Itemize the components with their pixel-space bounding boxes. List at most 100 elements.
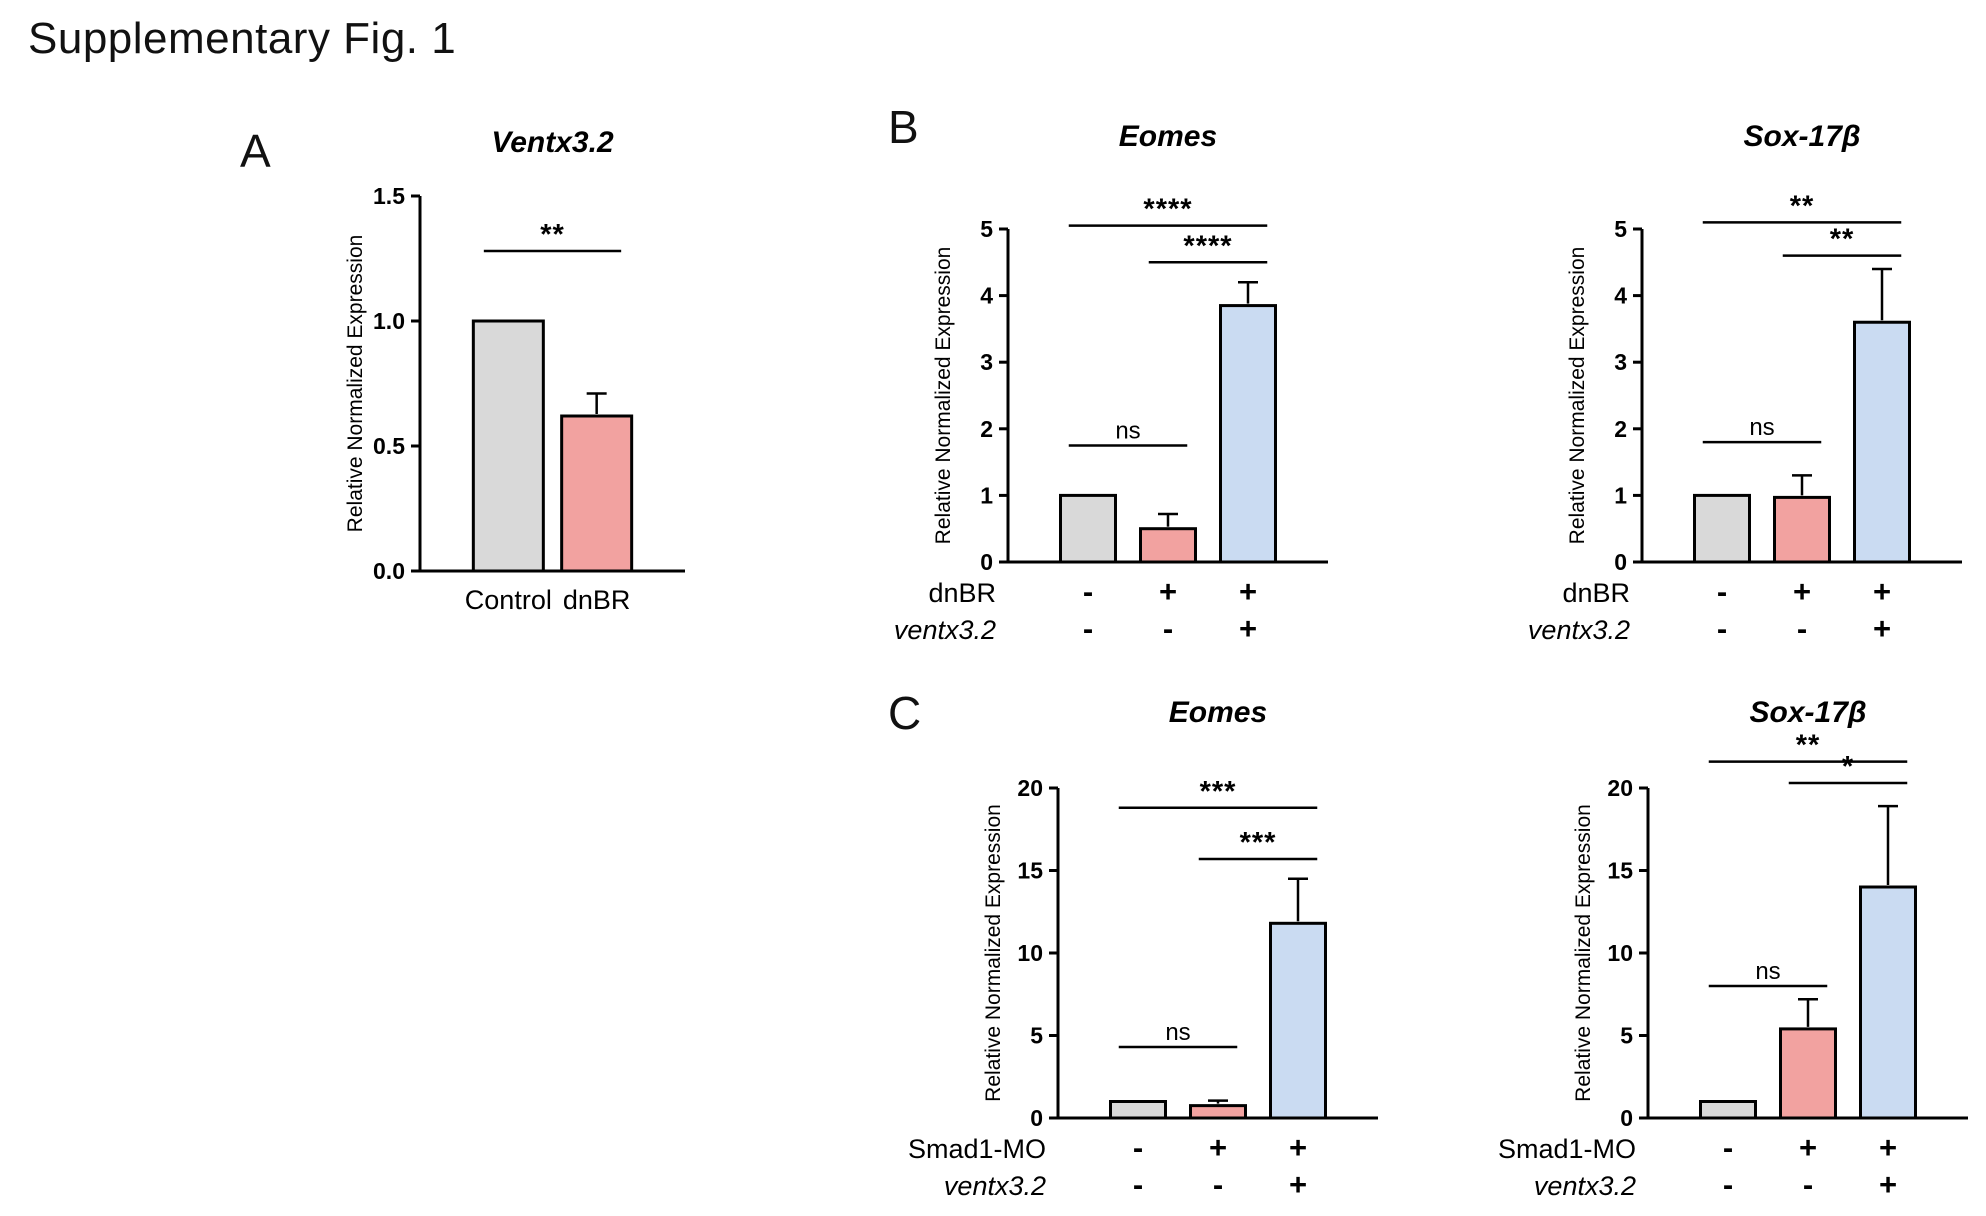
significance-label: ** — [1796, 730, 1821, 762]
y-tick-label: 1.5 — [373, 183, 405, 209]
y-tick-label: 0 — [1614, 549, 1627, 575]
x-row-symbol: + — [1873, 574, 1891, 609]
y-tick-label: 1 — [980, 482, 993, 508]
chart-title: Ventx3.2 — [491, 126, 614, 159]
bar — [560, 414, 634, 573]
bar-chart-svg: Eomes Relative Normalized Expression 0 5 10 1… — [908, 696, 1378, 1202]
y-tick-label: 4 — [980, 283, 993, 309]
significance-label: ns — [1115, 417, 1140, 444]
bar — [1109, 1100, 1167, 1120]
category-label: Control — [465, 585, 552, 615]
panel-label-c: C — [888, 687, 922, 739]
x-row-label: Smad1-MO — [1498, 1134, 1636, 1164]
y-tick-label: 0 — [1620, 1105, 1633, 1131]
chart-c-sox17b: Sox-17β Relative Normalized Expression 0 5 1… — [1498, 688, 1978, 1216]
panel-label-b: B — [888, 101, 919, 153]
x-row-symbol: - — [1083, 611, 1093, 646]
significance-label: *** — [1200, 776, 1237, 808]
chart-title: Sox-17β — [1744, 120, 1861, 153]
x-row-symbol: + — [1879, 1167, 1897, 1202]
significance-label: ** — [540, 219, 565, 251]
bar-chart-svg: Ventx3.2 Relative Normalized Expression 0.… — [344, 126, 685, 615]
y-tick-label: 5 — [1614, 216, 1627, 242]
chart-title: Eomes — [1119, 120, 1217, 153]
y-axis-label: Relative Normalized Expression — [344, 235, 367, 533]
chart-c-eomes: Eomes Relative Normalized Expression 0 5 10 1… — [908, 688, 1393, 1216]
y-tick-label: 0 — [980, 549, 993, 575]
significance-label: ns — [1755, 958, 1780, 985]
x-row-symbol: - — [1717, 574, 1727, 609]
bar — [1269, 921, 1327, 1120]
bar — [1693, 493, 1751, 564]
y-tick-label: 15 — [1017, 858, 1043, 884]
bar — [1189, 1104, 1247, 1120]
y-axis-label: Relative Normalized Expression — [982, 804, 1005, 1102]
significance-label: ** — [1830, 224, 1855, 256]
x-row-symbol: + — [1799, 1130, 1817, 1165]
chart-a-ventx32: Ventx3.2 Relative Normalized Expression 0.… — [340, 118, 700, 631]
x-row-symbol: - — [1723, 1130, 1733, 1165]
significance-label: **** — [1143, 194, 1192, 226]
bar — [1139, 527, 1197, 564]
y-tick-label: 2 — [1614, 416, 1627, 442]
x-row-label: ventx3.2 — [1534, 1171, 1636, 1201]
x-row-symbol: + — [1209, 1130, 1227, 1165]
bar — [471, 319, 545, 573]
x-row-symbol: - — [1213, 1167, 1223, 1202]
y-tick-label: 1 — [1614, 482, 1627, 508]
x-row-symbol: + — [1879, 1130, 1897, 1165]
significance-label: ns — [1749, 414, 1774, 441]
significance-label: ** — [1790, 190, 1815, 222]
bar-chart-svg: Sox-17β Relative Normalized Expression 0 1 2… — [1528, 120, 1962, 646]
y-axis-label: Relative Normalized Expression — [1572, 804, 1595, 1102]
y-tick-label: 2 — [980, 416, 993, 442]
x-row-symbol: - — [1133, 1130, 1143, 1165]
figure-title: Supplementary Fig. 1 — [28, 14, 457, 63]
x-row-symbol: + — [1289, 1167, 1307, 1202]
x-row-symbol: - — [1723, 1167, 1733, 1202]
bar — [1773, 495, 1831, 564]
x-row-label: dnBR — [1562, 578, 1630, 608]
significance-label: *** — [1240, 827, 1277, 859]
y-tick-label: 3 — [1614, 349, 1627, 375]
y-tick-label: 5 — [1030, 1023, 1043, 1049]
y-tick-label: 3 — [980, 349, 993, 375]
x-row-label: dnBR — [928, 578, 996, 608]
y-tick-label: 15 — [1607, 858, 1633, 884]
y-tick-label: 0.5 — [373, 433, 405, 459]
y-axis-label: Relative Normalized Expression — [932, 247, 955, 545]
x-row-label: ventx3.2 — [1528, 615, 1630, 645]
x-row-symbol: - — [1803, 1167, 1813, 1202]
x-row-symbol: + — [1289, 1130, 1307, 1165]
x-row-label: ventx3.2 — [944, 1171, 1046, 1201]
significance-label: **** — [1183, 230, 1232, 262]
y-tick-label: 4 — [1614, 283, 1627, 309]
bar — [1059, 493, 1117, 564]
y-axis-label: Relative Normalized Expression — [1566, 247, 1589, 545]
chart-b-eomes: Eomes Relative Normalized Expression 0 1 2 3 4… — [894, 112, 1343, 662]
x-row-symbol: + — [1159, 574, 1177, 609]
panel-label-a: A — [240, 125, 271, 177]
x-row-symbol: - — [1133, 1167, 1143, 1202]
x-row-symbol: - — [1163, 611, 1173, 646]
y-tick-label: 20 — [1607, 775, 1633, 801]
y-tick-label: 0.0 — [373, 558, 405, 584]
chart-title: Sox-17β — [1750, 696, 1867, 729]
y-tick-label: 5 — [980, 216, 993, 242]
significance-label: * — [1842, 751, 1854, 783]
y-tick-label: 1.0 — [373, 308, 405, 334]
bar — [1853, 320, 1911, 564]
x-row-symbol: + — [1793, 574, 1811, 609]
x-row-label: ventx3.2 — [894, 615, 996, 645]
x-row-symbol: + — [1239, 574, 1257, 609]
category-label: dnBR — [563, 585, 631, 615]
bar — [1779, 1027, 1837, 1120]
y-tick-label: 20 — [1017, 775, 1043, 801]
significance-label: ns — [1165, 1019, 1190, 1046]
y-tick-label: 10 — [1607, 940, 1633, 966]
bar — [1219, 304, 1277, 564]
x-row-symbol: + — [1239, 611, 1257, 646]
y-tick-label: 0 — [1030, 1105, 1043, 1131]
x-row-label: Smad1-MO — [908, 1134, 1046, 1164]
x-row-symbol: + — [1873, 611, 1891, 646]
